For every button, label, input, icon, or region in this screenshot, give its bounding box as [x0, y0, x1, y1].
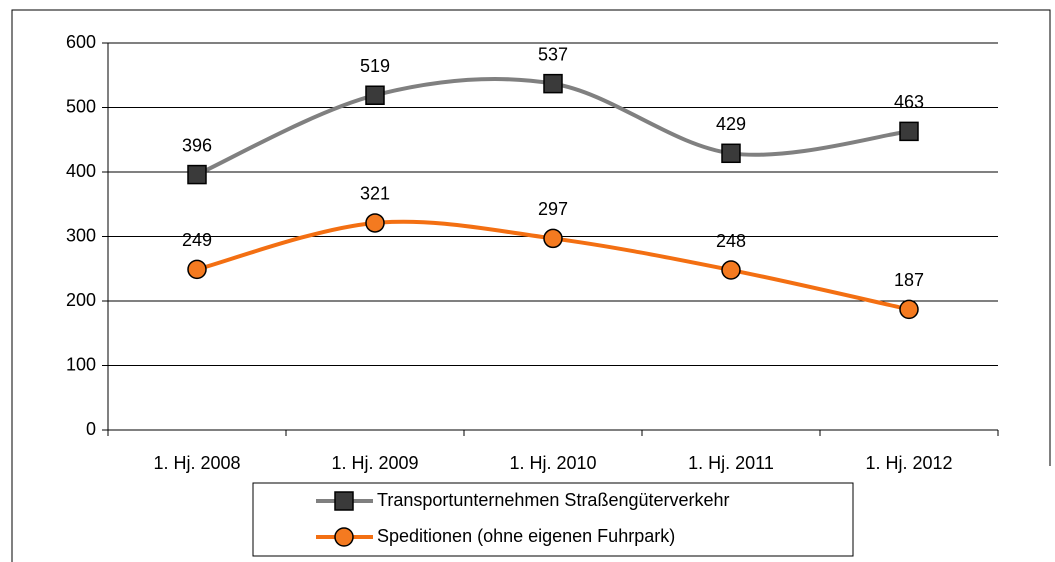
y-tick-label: 400 — [66, 161, 96, 181]
data-label: 249 — [182, 230, 212, 250]
data-point — [543, 228, 563, 249]
y-tick-label: 300 — [66, 225, 96, 245]
data-label: 321 — [360, 184, 390, 204]
data-point — [899, 121, 919, 142]
x-tick-label: 1. Hj. 2008 — [153, 453, 240, 473]
x-tick-label: 1. Hj. 2010 — [509, 453, 596, 473]
y-tick-label: 200 — [66, 290, 96, 310]
data-point — [899, 299, 919, 320]
legend-marker — [334, 491, 354, 511]
legend-label: Speditionen (ohne eigenen Fuhrpark) — [377, 526, 675, 546]
x-tick-label: 1. Hj. 2012 — [865, 453, 952, 473]
x-tick-label: 1. Hj. 2011 — [688, 453, 774, 473]
data-label: 463 — [894, 92, 924, 112]
data-label: 429 — [716, 114, 746, 134]
data-point — [187, 164, 207, 185]
data-label: 396 — [182, 135, 212, 155]
data-point — [721, 260, 741, 280]
data-point — [365, 213, 385, 233]
data-point — [543, 73, 563, 94]
legend-label: Transportunternehmen Straßengüterverkehr — [377, 490, 730, 510]
chart-frame — [11, 9, 1051, 562]
data-label: 537 — [538, 44, 568, 64]
x-tick-label: 1. Hj. 2009 — [331, 453, 418, 473]
data-label: 248 — [716, 231, 746, 251]
data-point — [721, 143, 741, 164]
data-label: 519 — [360, 56, 390, 76]
y-tick-label: 100 — [66, 354, 96, 374]
data-label: 187 — [894, 270, 924, 290]
legend-marker — [334, 527, 354, 547]
data-point — [365, 85, 385, 105]
data-point — [187, 259, 207, 280]
y-tick-label: 0 — [86, 419, 96, 439]
y-tick-label: 600 — [66, 32, 96, 52]
data-label: 297 — [538, 199, 568, 219]
y-tick-label: 500 — [66, 96, 96, 116]
